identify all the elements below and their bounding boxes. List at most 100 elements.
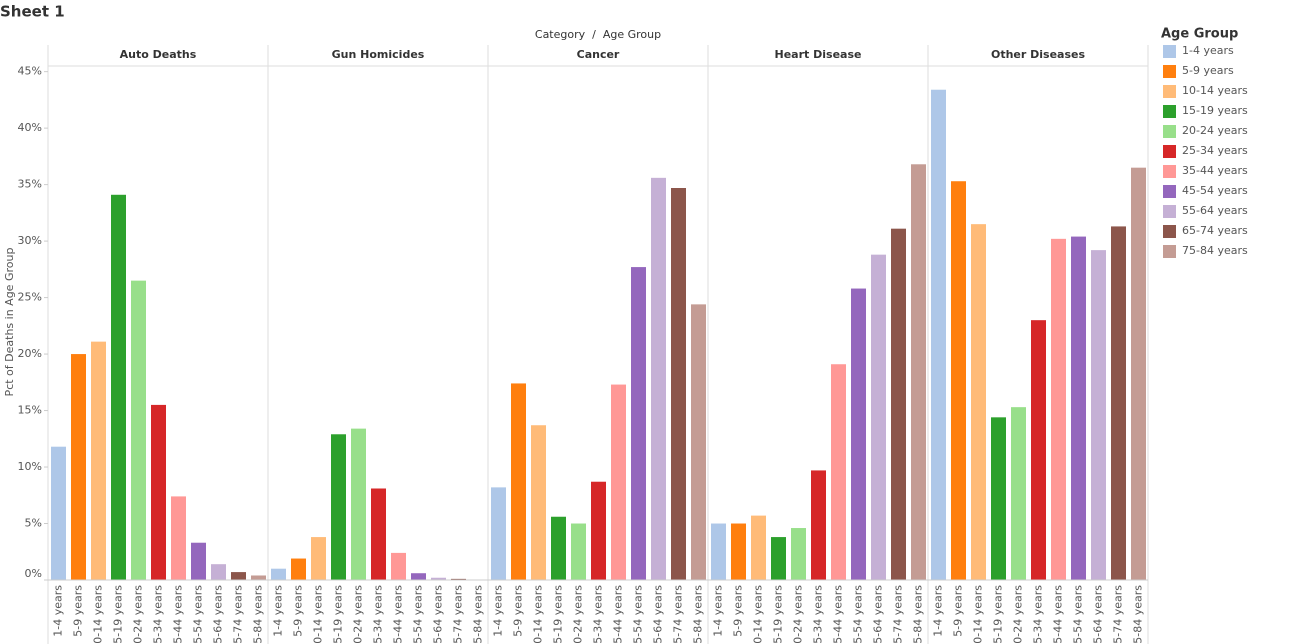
bar <box>171 496 186 580</box>
bar <box>811 470 826 580</box>
legend-label: 5-9 years <box>1182 64 1234 77</box>
bar <box>331 434 346 580</box>
x-tick-label: 55-64 years <box>212 585 225 644</box>
x-tick-label: 25-34 years <box>372 585 385 644</box>
x-tick-label: 5-9 years <box>292 585 305 637</box>
legend-swatch <box>1163 145 1176 158</box>
bar <box>1091 250 1106 580</box>
y-tick-label: 0% <box>25 567 42 580</box>
bar <box>91 341 106 580</box>
bar <box>611 384 626 580</box>
x-tick-label: 10-14 years <box>92 585 105 644</box>
x-tick-label: 55-64 years <box>872 585 885 644</box>
bar <box>211 564 226 580</box>
bar <box>451 578 466 580</box>
x-tick-label: 15-19 years <box>112 585 125 644</box>
x-tick-label: 35-44 years <box>832 585 845 644</box>
bar <box>771 537 786 580</box>
x-tick-label: 1-4 years <box>272 585 285 637</box>
bar <box>691 304 706 580</box>
bar <box>251 575 266 580</box>
x-tick-label: 35-44 years <box>612 585 625 644</box>
legend-swatch <box>1163 245 1176 258</box>
x-tick-label: 55-64 years <box>432 585 445 644</box>
x-tick-label: 25-34 years <box>812 585 825 644</box>
bar <box>1011 407 1026 580</box>
bar <box>1111 226 1126 580</box>
legend-swatch <box>1163 45 1176 58</box>
bar <box>891 228 906 580</box>
x-tick-label: 1-4 years <box>712 585 725 637</box>
x-tick-label: 5-9 years <box>952 585 965 637</box>
bar <box>71 354 86 580</box>
x-tick-label: 10-14 years <box>752 585 765 644</box>
x-tick-label: 45-54 years <box>1072 585 1085 644</box>
bar <box>351 428 366 580</box>
x-tick-label: 35-44 years <box>172 585 185 644</box>
bar <box>1071 236 1086 581</box>
legend-swatch <box>1163 125 1176 138</box>
bar <box>571 523 586 580</box>
bar <box>711 523 726 580</box>
bar <box>931 89 946 580</box>
x-tick-label: 15-19 years <box>552 585 565 644</box>
legend-swatch <box>1163 65 1176 78</box>
x-tick-label: 5-9 years <box>72 585 85 637</box>
x-tick-label: 75-84 years <box>1132 585 1145 644</box>
bar <box>371 488 386 580</box>
legend-swatch <box>1163 85 1176 98</box>
x-tick-label: 45-54 years <box>192 585 205 644</box>
x-tick-label: 35-44 years <box>1052 585 1065 644</box>
bar <box>1031 320 1046 580</box>
x-tick-label: 20-24 years <box>132 585 145 644</box>
bar <box>51 446 66 580</box>
sheet-title: Sheet 1 <box>0 3 65 21</box>
x-tick-label: 45-54 years <box>852 585 865 644</box>
bar <box>291 558 306 580</box>
legend-label: 35-44 years <box>1182 164 1248 177</box>
x-tick-label: 75-84 years <box>252 585 265 644</box>
legend-label: 10-14 years <box>1182 84 1248 97</box>
y-tick-label: 45% <box>18 65 42 78</box>
legend-swatch <box>1163 225 1176 238</box>
x-tick-label: 25-34 years <box>1032 585 1045 644</box>
facet-label: Gun Homicides <box>332 48 425 61</box>
facet-label: Cancer <box>577 48 620 61</box>
x-tick-label: 5-9 years <box>732 585 745 637</box>
x-tick-label: 20-24 years <box>572 585 585 644</box>
x-tick-label: 20-24 years <box>352 585 365 644</box>
x-tick-label: 1-4 years <box>52 585 65 637</box>
y-tick-label: 5% <box>25 517 42 530</box>
legend-label: 65-74 years <box>1182 224 1248 237</box>
legend-swatch <box>1163 165 1176 178</box>
bar <box>391 552 406 580</box>
legend-label: 55-64 years <box>1182 204 1248 217</box>
legend-label: 45-54 years <box>1182 184 1248 197</box>
x-tick-label: 65-74 years <box>452 585 465 644</box>
x-tick-label: 15-19 years <box>772 585 785 644</box>
x-tick-label: 10-14 years <box>312 585 325 644</box>
bar <box>131 280 146 580</box>
y-tick-label: 20% <box>18 347 42 360</box>
bar <box>231 572 246 580</box>
legend-swatch <box>1163 205 1176 218</box>
x-tick-label: 20-24 years <box>792 585 805 644</box>
x-tick-label: 5-9 years <box>512 585 525 637</box>
legend-swatch <box>1163 105 1176 118</box>
legend-swatch <box>1163 185 1176 198</box>
legend-label: 1-4 years <box>1182 44 1234 57</box>
bar <box>1051 238 1066 581</box>
x-tick-label: 45-54 years <box>632 585 645 644</box>
bar <box>511 383 526 580</box>
bar <box>551 516 566 580</box>
x-tick-label: 65-74 years <box>672 585 685 644</box>
bar <box>111 194 126 581</box>
x-tick-label: 1-4 years <box>932 585 945 637</box>
x-tick-label: 35-44 years <box>392 585 405 644</box>
x-tick-label: 65-74 years <box>892 585 905 644</box>
bar <box>851 288 866 580</box>
x-tick-label: 65-74 years <box>232 585 245 644</box>
y-tick-label: 15% <box>18 404 42 417</box>
bar <box>531 425 546 580</box>
